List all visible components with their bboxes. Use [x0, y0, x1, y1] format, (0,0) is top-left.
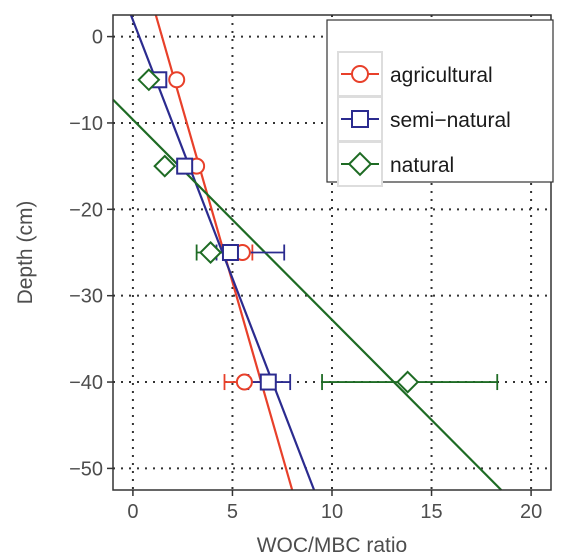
data-point-diamond: [137, 68, 161, 92]
data-point-square: [176, 157, 194, 175]
legend-marker-circle: [351, 65, 369, 83]
data-point-diamond: [396, 370, 420, 394]
data-point-diamond: [153, 154, 177, 178]
legend-label: agricultural: [390, 64, 493, 87]
x-tick-label: 10: [321, 501, 343, 523]
x-tick-label: 20: [520, 501, 542, 523]
y-tick-label: −30: [69, 286, 103, 308]
legend-label: semi−natural: [390, 109, 511, 132]
legend: agricultural semi−natural natural: [326, 19, 554, 187]
x-tick-label: 5: [227, 501, 238, 523]
y-axis-ticks: 0 −10 −20 −30 −40 −50: [69, 27, 113, 480]
data-point-square: [259, 373, 277, 391]
y-tick-label: −10: [69, 113, 103, 135]
y-tick-label: −40: [69, 372, 103, 394]
y-tick-label: −50: [69, 458, 103, 480]
data-point-square: [221, 244, 239, 261]
data-point-circle: [235, 373, 253, 391]
data-points: [137, 68, 420, 394]
y-tick-label: −20: [69, 199, 103, 221]
legend-marker-diamond: [347, 151, 373, 177]
x-tick-label: 15: [420, 501, 442, 523]
x-axis-ticks: 0 5 10 15 20: [127, 490, 542, 523]
x-tick-label: 0: [127, 501, 138, 523]
y-tick-label: 0: [92, 27, 103, 49]
data-point-circle: [168, 71, 186, 89]
legend-label: natural: [390, 154, 454, 177]
data-point-diamond: [199, 240, 223, 265]
x-axis-title: WOC/MBC ratio: [257, 534, 408, 557]
y-axis-title: Depth (cm): [14, 201, 37, 305]
legend-marker-square: [351, 110, 369, 128]
